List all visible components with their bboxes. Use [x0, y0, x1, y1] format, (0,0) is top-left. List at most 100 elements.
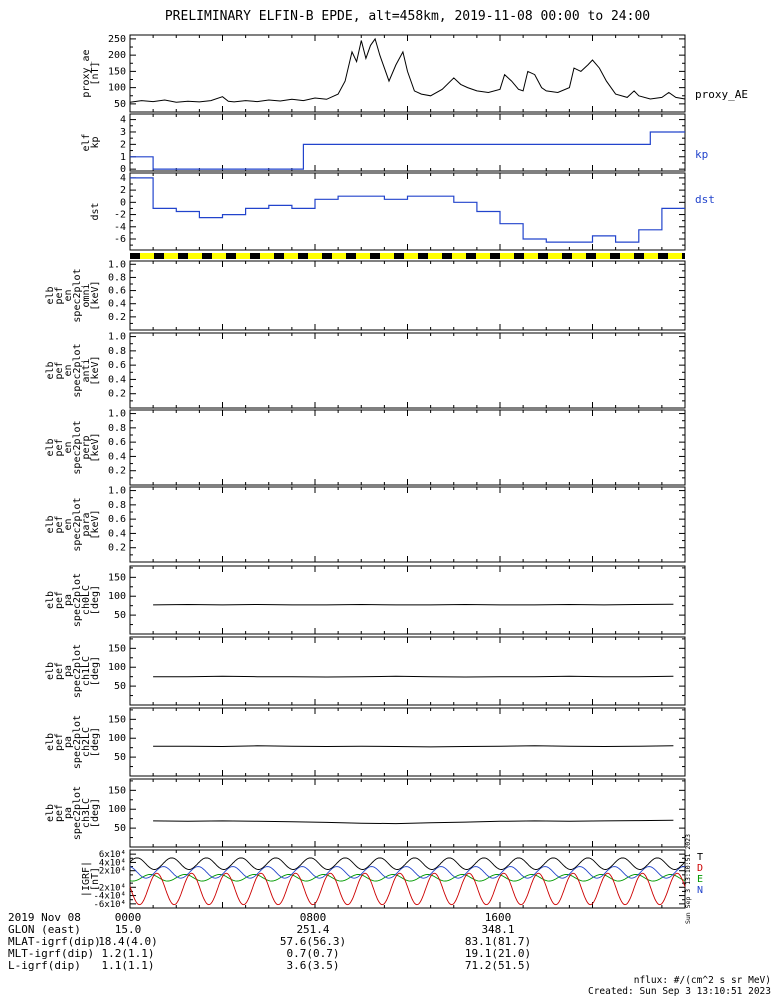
- svg-text:0.4: 0.4: [108, 299, 126, 310]
- svg-text:100: 100: [108, 804, 126, 815]
- svg-text:100: 100: [108, 83, 126, 94]
- svg-text:-6: -6: [114, 234, 126, 245]
- svg-text:50: 50: [114, 610, 126, 621]
- svg-text:-4x10⁴: -4x10⁴: [93, 892, 126, 902]
- svg-text:100: 100: [108, 662, 126, 673]
- svg-text:0.6: 0.6: [108, 514, 126, 525]
- svg-text:100: 100: [108, 733, 126, 744]
- svg-text:pa: pa: [63, 594, 74, 606]
- svg-text:0.6: 0.6: [108, 286, 126, 297]
- svg-text:pef: pef: [54, 515, 65, 533]
- svg-text:spec2plot: spec2plot: [72, 786, 83, 840]
- lshell-value-1: 3.6(3.5): [286, 959, 340, 972]
- mlat-value-0: 18.4(4.0): [98, 935, 158, 948]
- svg-text:elb: elb: [45, 804, 56, 822]
- svg-text:1.0: 1.0: [108, 409, 126, 420]
- mlat-value-1: 57.6(56.3): [279, 935, 347, 948]
- right-label-dst: dst: [695, 193, 715, 206]
- svg-text:ch1LC: ch1LC: [81, 656, 92, 686]
- svg-text:0.6: 0.6: [108, 437, 126, 448]
- svg-text:[keV]: [keV]: [90, 355, 101, 385]
- mlt-value-0: 1.2(1.1): [101, 947, 155, 960]
- mlat-label: MLAT-igrf(dip): [8, 935, 101, 948]
- svg-text:0.8: 0.8: [108, 346, 126, 357]
- svg-text:[nT]: [nT]: [90, 867, 101, 891]
- svg-text:pef: pef: [54, 591, 65, 609]
- svg-text:elb: elb: [45, 438, 56, 456]
- time-tick-0800: 0800: [299, 911, 327, 924]
- panel-proxy_ae: 50 100 150 200 250 proxy_ae[nT] proxy_AE: [81, 34, 748, 113]
- svg-text:[keV]: [keV]: [90, 509, 101, 539]
- svg-text:para: para: [81, 512, 92, 536]
- svg-text:ch0LC: ch0LC: [81, 585, 92, 615]
- svg-text:50: 50: [114, 681, 126, 692]
- svg-text:150: 150: [108, 66, 126, 77]
- svg-text:dst: dst: [90, 202, 101, 220]
- time-tick-0000: 0000: [114, 911, 142, 924]
- svg-text:0.2: 0.2: [108, 543, 126, 554]
- svg-text:150: 150: [108, 643, 126, 654]
- svg-text:pef: pef: [54, 286, 65, 304]
- page-title: PRELIMINARY ELFIN-B EPDE, alt=458km, 201…: [164, 9, 651, 24]
- svg-text:en: en: [63, 518, 74, 530]
- svg-text:-4: -4: [114, 222, 126, 233]
- svg-text:spec2plot: spec2plot: [72, 715, 83, 769]
- svg-text:pa: pa: [63, 736, 74, 748]
- time-axis-row: 2019 Nov 08 0000 0800 1600: [0, 912, 775, 924]
- right-label-D: D: [697, 863, 703, 874]
- glon-label: GLON (east): [8, 923, 81, 936]
- lshell-value-0: 1.1(1.1): [101, 959, 155, 972]
- nflux-units-note: nflux: #/(cm^2 s sr MeV): [633, 975, 771, 986]
- svg-text:-6x10⁴: -6x10⁴: [93, 900, 126, 910]
- lshell-value-2: 71.2(51.5): [464, 959, 532, 972]
- mlt-label: MLT-igrf(dip): [8, 947, 95, 960]
- svg-text:spec2plot: spec2plot: [72, 573, 83, 627]
- glon-row: GLON (east) 15.0 251.4 348.1: [0, 924, 775, 936]
- svg-text:[deg]: [deg]: [90, 727, 101, 757]
- svg-text:en: en: [63, 289, 74, 301]
- svg-text:pef: pef: [54, 361, 65, 379]
- right-label-N: N: [697, 885, 703, 896]
- svg-text:4x10⁴: 4x10⁴: [99, 858, 126, 868]
- svg-text:omni: omni: [81, 283, 92, 307]
- svg-text:150: 150: [108, 785, 126, 796]
- svg-text:100: 100: [108, 591, 126, 602]
- svg-text:0.8: 0.8: [108, 500, 126, 511]
- right-label-T: T: [697, 852, 703, 863]
- right-label-proxy_ae: proxy_AE: [695, 88, 748, 101]
- svg-text:0.8: 0.8: [108, 423, 126, 434]
- time-tick-1600: 1600: [484, 911, 512, 924]
- svg-text:[keV]: [keV]: [90, 280, 101, 310]
- svg-text:pa: pa: [63, 807, 74, 819]
- svg-text:anti: anti: [81, 358, 92, 382]
- svg-text:0.4: 0.4: [108, 451, 126, 462]
- svg-text:1: 1: [120, 152, 126, 163]
- svg-text:[deg]: [deg]: [90, 798, 101, 828]
- svg-text:ch2LC: ch2LC: [81, 727, 92, 757]
- mlt-value-2: 19.1(21.0): [464, 947, 532, 960]
- svg-text:250: 250: [108, 34, 126, 45]
- svg-text:[deg]: [deg]: [90, 656, 101, 686]
- svg-text:elb: elb: [45, 662, 56, 680]
- svg-text:0.6: 0.6: [108, 360, 126, 371]
- svg-text:0.2: 0.2: [108, 466, 126, 477]
- svg-text:0.2: 0.2: [108, 312, 126, 323]
- svg-text:pef: pef: [54, 662, 65, 680]
- svg-text:spec2plot: spec2plot: [72, 644, 83, 698]
- svg-text:en: en: [63, 441, 74, 453]
- svg-text:proxy_ae: proxy_ae: [81, 49, 92, 97]
- svg-text:4: 4: [120, 115, 126, 126]
- svg-text:kp: kp: [90, 136, 101, 148]
- panel-en_spec_omni: 0.2 0.4 0.6 0.8 1.0 elbpefenspec2plotomni[keV…: [45, 253, 686, 331]
- svg-text:perp: perp: [81, 435, 92, 459]
- svg-text:spec2plot: spec2plot: [72, 343, 83, 397]
- date-label: 2019 Nov 08: [8, 911, 81, 924]
- svg-text:200: 200: [108, 50, 126, 61]
- right-label-E: E: [697, 874, 703, 885]
